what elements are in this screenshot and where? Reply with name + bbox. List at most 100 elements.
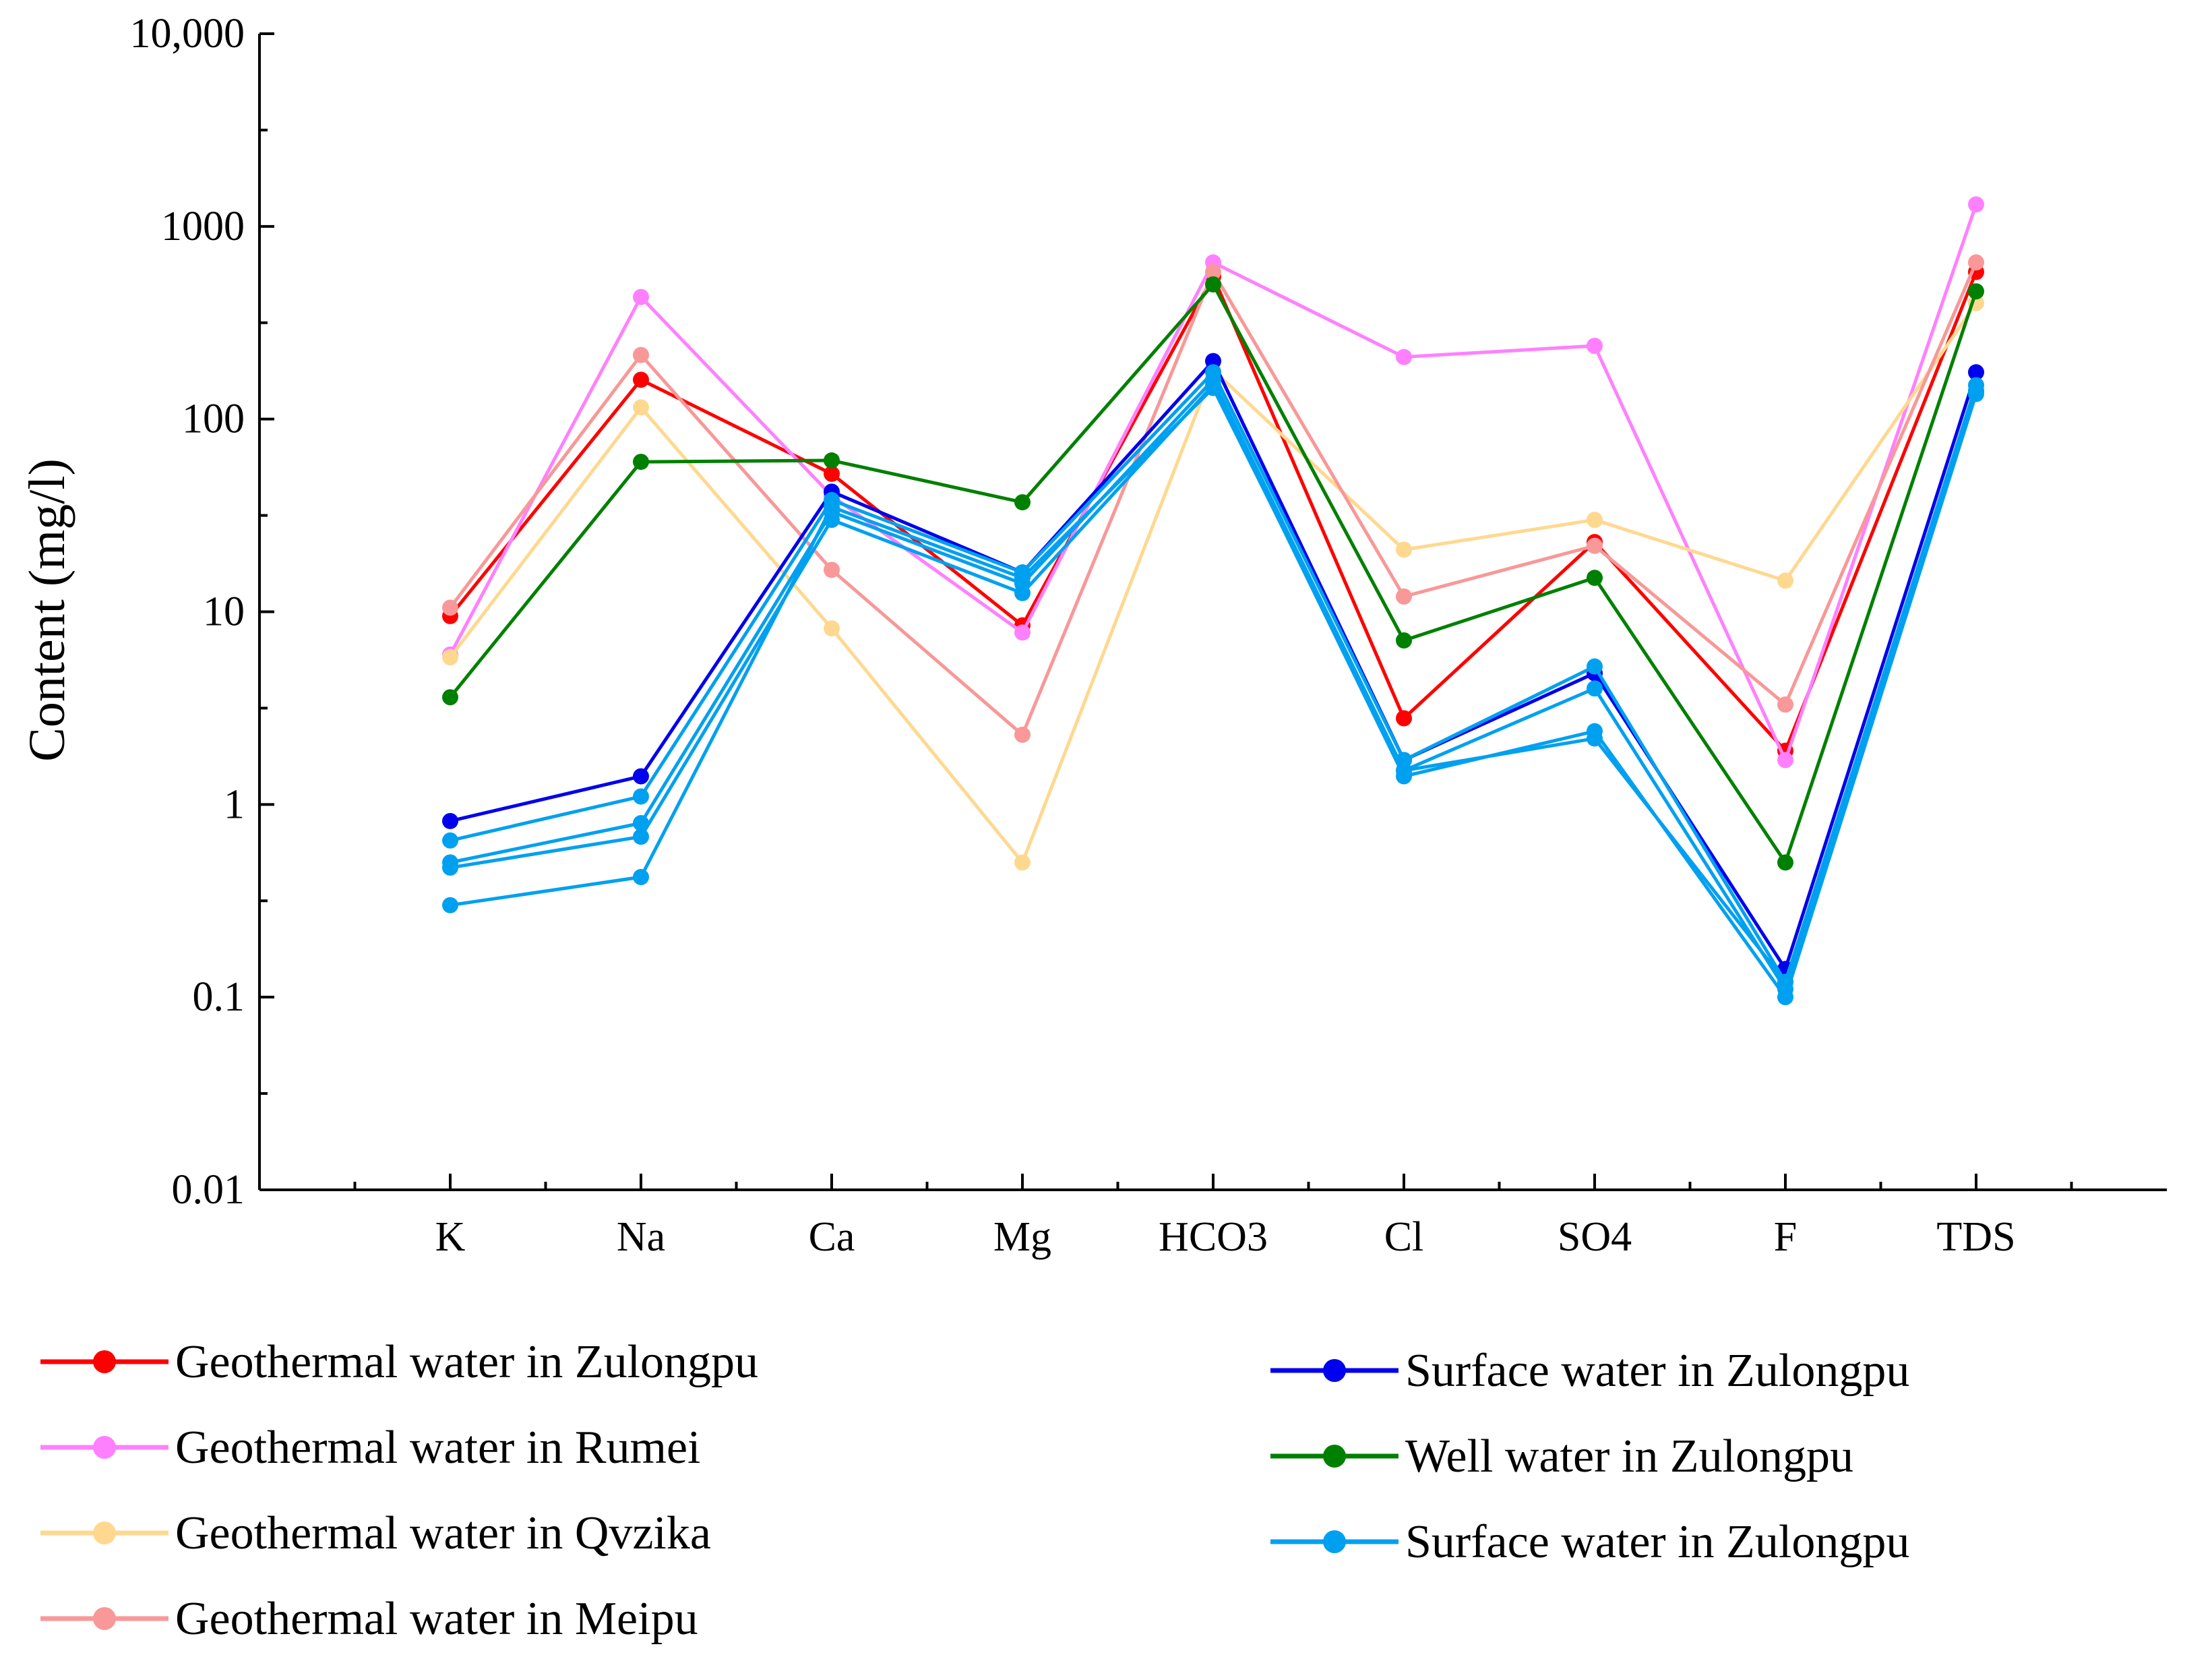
data-point bbox=[1396, 632, 1412, 649]
series-4 bbox=[442, 254, 1984, 743]
legend-swatch-marker bbox=[93, 1607, 116, 1630]
data-point bbox=[824, 498, 840, 515]
data-point bbox=[633, 399, 649, 416]
legend-label: Geothermal water in Meipu bbox=[175, 1593, 698, 1645]
data-point bbox=[442, 860, 458, 876]
x-axis-ticks: K Na Ca Mg HCO3 Cl SO4 F TDS bbox=[353, 1174, 2073, 1260]
legend-entry: Geothermal water in Meipu bbox=[40, 1593, 698, 1645]
series-line bbox=[450, 378, 1978, 991]
x-tick-label-tds: TDS bbox=[1936, 1214, 2015, 1260]
data-point bbox=[1968, 283, 1984, 300]
data-point bbox=[1205, 264, 1221, 280]
y-axis-label: Content (mg/l) bbox=[19, 458, 75, 762]
legend-entry: Surface water in Zulongpu bbox=[1270, 1345, 1909, 1397]
data-point bbox=[824, 452, 840, 469]
x-tick-label-so4: SO4 bbox=[1558, 1214, 1632, 1260]
data-point bbox=[633, 454, 649, 471]
legend-label: Geothermal water in Zulongpu bbox=[175, 1336, 758, 1388]
y-tick-label: 10 bbox=[203, 589, 245, 635]
data-point bbox=[1587, 680, 1603, 697]
data-point bbox=[442, 649, 458, 666]
legend-swatch-marker bbox=[93, 1522, 116, 1544]
series-1 bbox=[442, 264, 1984, 759]
data-point bbox=[1396, 349, 1412, 365]
data-point bbox=[1205, 353, 1221, 369]
series-6 bbox=[442, 276, 1984, 871]
data-point bbox=[1014, 854, 1031, 871]
data-point bbox=[1968, 364, 1984, 381]
data-point bbox=[1396, 710, 1412, 727]
legend-entry: Surface water in Zulongpu bbox=[1270, 1516, 1909, 1568]
axes bbox=[258, 34, 2167, 1191]
data-point bbox=[1777, 973, 1793, 990]
data-point bbox=[633, 828, 649, 845]
data-point bbox=[633, 371, 649, 388]
legend-label: Well water in Zulongpu bbox=[1405, 1430, 1853, 1482]
data-point bbox=[824, 465, 840, 482]
series-2 bbox=[442, 196, 1984, 769]
data-point bbox=[1968, 382, 1984, 399]
data-point bbox=[1587, 658, 1603, 675]
data-point bbox=[824, 562, 840, 578]
data-point bbox=[1777, 989, 1793, 1006]
data-point bbox=[442, 812, 458, 829]
series-line bbox=[450, 383, 1978, 999]
legend-swatch-marker bbox=[93, 1350, 116, 1373]
data-point bbox=[1777, 572, 1793, 589]
legend-entry: Geothermal water in Zulongpu bbox=[40, 1336, 758, 1388]
data-point bbox=[1587, 570, 1603, 586]
legend-label: Surface water in Zulongpu bbox=[1405, 1516, 1909, 1568]
data-point bbox=[1396, 541, 1412, 558]
legend-label: Surface water in Zulongpu bbox=[1405, 1345, 1909, 1397]
legend-swatch-marker bbox=[93, 1436, 116, 1459]
legend-swatch-marker bbox=[1323, 1530, 1346, 1553]
legend-entry: Geothermal water in Rumei bbox=[40, 1422, 700, 1474]
data-point bbox=[824, 620, 840, 637]
legend: Geothermal water in Zulongpu Geothermal w… bbox=[40, 1336, 1909, 1645]
legend-label: Geothermal water in Qvzika bbox=[175, 1507, 711, 1559]
data-point bbox=[1014, 624, 1031, 641]
series-10 bbox=[442, 380, 1984, 990]
legend-label: Geothermal water in Rumei bbox=[175, 1422, 700, 1474]
legend-swatch-marker bbox=[1323, 1359, 1346, 1382]
data-point bbox=[442, 599, 458, 616]
data-point bbox=[1396, 588, 1412, 605]
data-point bbox=[1014, 570, 1031, 586]
data-point bbox=[633, 869, 649, 886]
data-point bbox=[633, 289, 649, 305]
data-point bbox=[1968, 196, 1984, 213]
data-point bbox=[442, 689, 458, 706]
data-point bbox=[1968, 254, 1984, 271]
x-tick-label-hco3: HCO3 bbox=[1159, 1214, 1268, 1260]
y-tick-label: 10,000 bbox=[130, 11, 245, 57]
legend-entry: Geothermal water in Qvzika bbox=[40, 1507, 711, 1559]
y-tick-label: 1000 bbox=[161, 204, 245, 249]
data-point bbox=[1014, 494, 1031, 511]
data-point bbox=[633, 788, 649, 805]
x-tick-label-ca: Ca bbox=[809, 1214, 855, 1260]
data-point bbox=[1587, 730, 1603, 747]
x-tick-label-mg: Mg bbox=[993, 1214, 1051, 1260]
series-line bbox=[449, 262, 1978, 737]
legend-swatch-marker bbox=[1323, 1445, 1346, 1468]
data-point bbox=[633, 768, 649, 785]
data-point bbox=[1205, 276, 1221, 293]
data-point bbox=[1587, 512, 1603, 529]
data-point bbox=[1014, 726, 1031, 743]
data-point bbox=[1014, 584, 1031, 601]
data-point bbox=[442, 832, 458, 849]
data-point bbox=[1777, 854, 1793, 871]
x-tick-label-k: K bbox=[435, 1214, 466, 1260]
series-layer bbox=[442, 196, 1984, 1006]
y-tick-label: 100 bbox=[182, 396, 245, 442]
series-8 bbox=[442, 371, 1984, 998]
x-tick-label-cl: Cl bbox=[1384, 1214, 1424, 1260]
x-tick-label-na: Na bbox=[617, 1214, 665, 1260]
data-point bbox=[1777, 696, 1793, 713]
data-point bbox=[1777, 752, 1793, 769]
x-tick-label-f: F bbox=[1774, 1214, 1797, 1260]
data-point bbox=[1587, 537, 1603, 554]
data-point bbox=[442, 897, 458, 913]
y-tick-label: 0.1 bbox=[193, 974, 245, 1020]
